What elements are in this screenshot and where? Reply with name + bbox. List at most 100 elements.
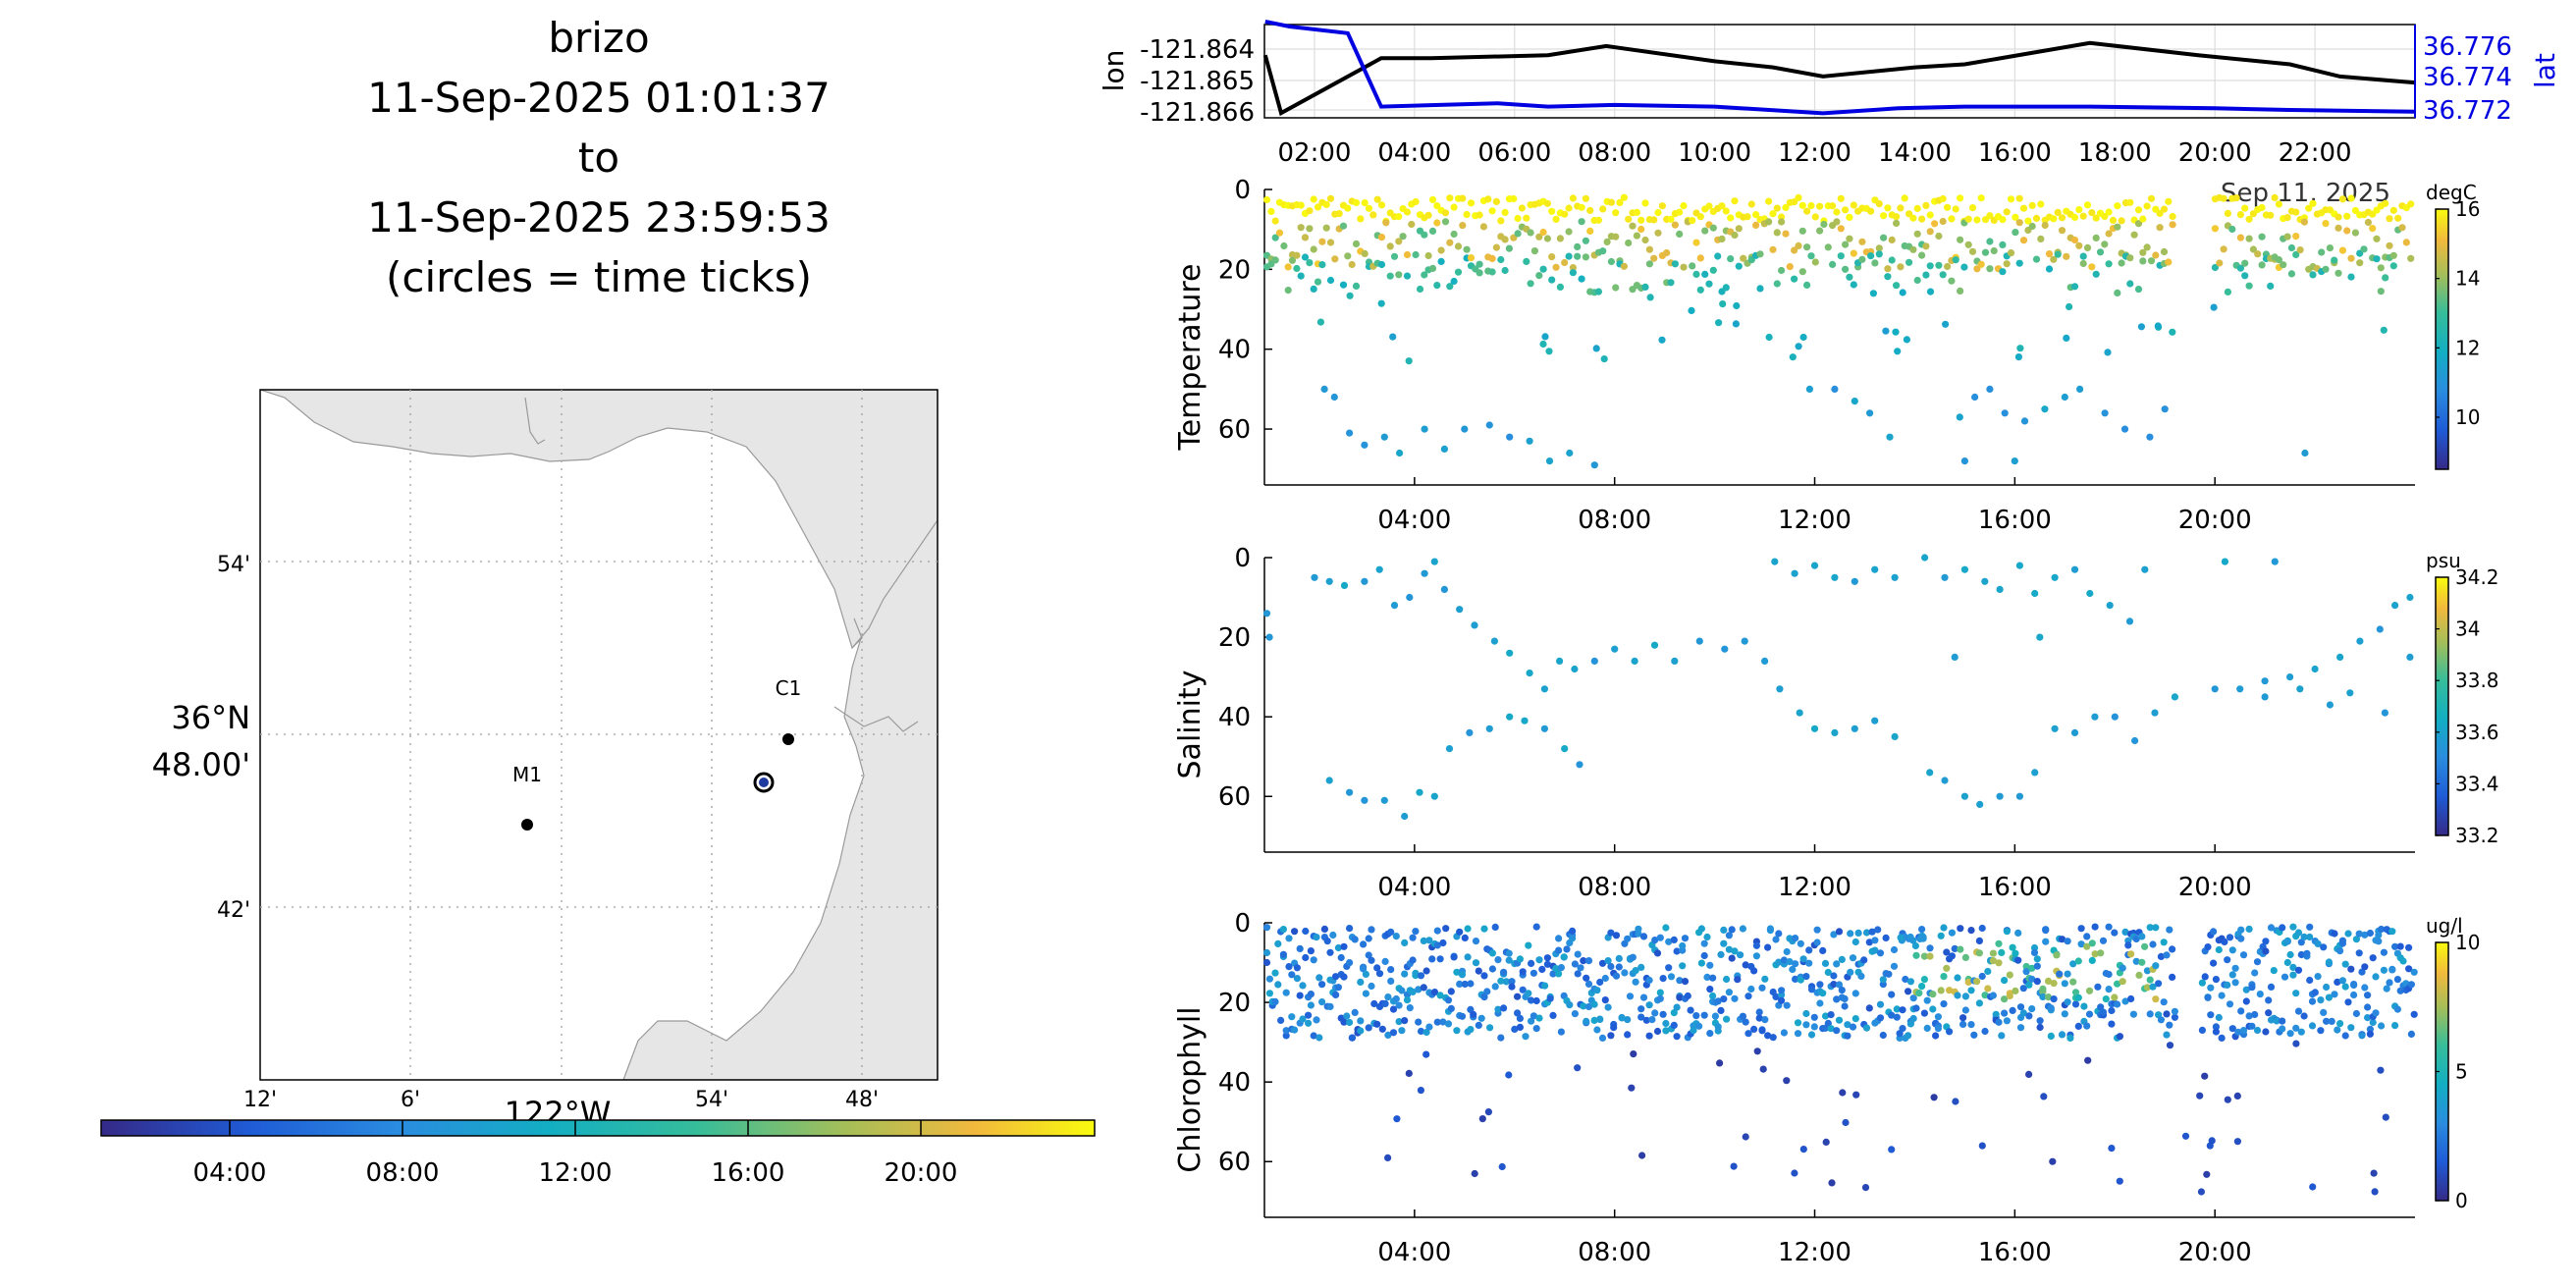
chlorophyll-data-point (2039, 985, 2047, 993)
chlorophyll-data-point (2289, 963, 2297, 972)
chlorophyll-data-point (1516, 1014, 1524, 1022)
temperature-data-point (1306, 259, 1314, 267)
chlorophyll-data-point (1395, 1018, 1403, 1026)
temperature-data-point (1773, 280, 1781, 288)
chlorophyll-data-point (1514, 993, 1522, 1000)
chlorophyll-data-point (1415, 1018, 1422, 1026)
chlorophyll-data-point (2143, 984, 2151, 992)
salinity-colorbar (2435, 576, 2449, 836)
temperature-data-point (1944, 262, 1952, 271)
chlorophyll-data-point (1673, 947, 1681, 955)
temperature-data-point (1897, 263, 1905, 271)
chlorophyll-data-point (1563, 945, 1571, 953)
chlorophyll-data-point (2364, 992, 2372, 999)
chlorophyll-data-point (1656, 994, 1664, 1002)
chlorophyll-data-point (2308, 1022, 2317, 1030)
chlorophyll-data-point (2311, 989, 2319, 996)
chlorophyll-data-point (1645, 1032, 1653, 1040)
chlorophyll-data-point (1571, 1010, 1579, 1018)
chlorophyll-data-point (1302, 953, 1310, 962)
chlorophyll-data-point (2242, 997, 2250, 1005)
temperature-data-point (1807, 201, 1815, 210)
temperature-y-tick-label: 60 (1218, 415, 1251, 445)
chlorophyll-data-point (2157, 952, 2165, 961)
chlorophyll-data-point (1395, 1001, 1403, 1009)
chlorophyll-data-point (2212, 1028, 2220, 1036)
chlorophyll-data-point (2306, 976, 2314, 985)
chlorophyll-data-point (2239, 951, 2248, 959)
figure-title: brizo 11-Sep-2025 01:01:37 to 11-Sep-202… (295, 8, 903, 307)
temperature-data-point (2347, 194, 2355, 202)
salinity-data-point (1771, 558, 1779, 565)
chlorophyll-data-point (2267, 983, 2276, 992)
chlorophyll-data-point (1753, 1047, 1761, 1055)
chlorophyll-data-point (2022, 962, 2030, 971)
temperature-data-point (2343, 212, 2351, 220)
chlorophyll-data-point (1464, 953, 1472, 961)
temperature-data-point (1501, 208, 1509, 216)
chlorophyll-data-point (1830, 931, 1838, 939)
chlorophyll-data-point (1436, 955, 1444, 963)
temperature-data-point (1377, 299, 1385, 307)
chlorophyll-data-point (1681, 935, 1690, 942)
salinity-data-point (1466, 728, 1474, 737)
temperature-data-point (1267, 207, 1275, 215)
chlorophyll-data-point (1734, 976, 1742, 984)
temperature-data-point (1408, 220, 1416, 229)
chlorophyll-data-point (2108, 1020, 2116, 1028)
title-start-time: 11-Sep-2025 01:01:37 (367, 74, 831, 122)
salinity-data-point (1951, 653, 1959, 662)
temperature-data-point (1485, 421, 1493, 429)
chlorophyll-data-point (1555, 970, 1563, 978)
salinity-data-point (1671, 657, 1679, 666)
temperature-data-point (2236, 234, 2244, 242)
chlorophyll-data-point (1905, 1032, 1912, 1040)
chlorophyll-data-point (2149, 983, 2157, 991)
chlorophyll-data-point (1709, 974, 1717, 982)
salinity-data-point (2376, 625, 2384, 633)
salinity-data-point (1761, 657, 1769, 666)
chlorophyll-data-point (1885, 970, 1893, 978)
temperature-data-point (1539, 228, 1547, 237)
salinity-data-point (2171, 693, 2178, 701)
chlorophyll-data-point (1755, 1014, 1763, 1022)
temperature-data-point (2114, 289, 2121, 296)
temperature-data-point (1913, 230, 1921, 238)
temperature-data-point (1714, 252, 1722, 260)
temperature-data-point (1318, 238, 1326, 245)
map-lat-main-line1: 36°N (171, 699, 250, 736)
temperature-data-point (1501, 266, 1509, 275)
title-note: (circles = time ticks) (386, 253, 812, 301)
chlorophyll-data-point (1862, 1024, 1871, 1032)
temperature-data-point (1320, 385, 1328, 393)
temperature-data-point (1939, 217, 1947, 226)
chlorophyll-data-point (1989, 957, 1997, 965)
nav-time-tick: 10:00 (1678, 138, 1751, 168)
temperature-data-point (1990, 246, 1998, 255)
chlorophyll-data-point (2297, 1028, 2305, 1036)
salinity-data-point (1776, 685, 1784, 693)
chlorophyll-data-point (1601, 974, 1609, 983)
chlorophyll-data-point (2108, 1006, 2116, 1015)
temperature-data-point (1280, 242, 1288, 250)
temperature-data-point (1888, 256, 1896, 264)
chlorophyll-data-point (1799, 955, 1807, 963)
chlorophyll-data-point (1271, 969, 1279, 977)
temperature-data-point (1352, 282, 1361, 290)
chlorophyll-data-point (2044, 977, 2053, 986)
chlorophyll-data-point (1365, 951, 1372, 959)
temperature-data-point (1535, 272, 1543, 280)
chlorophyll-data-point (1645, 976, 1653, 985)
temperature-data-point (2045, 265, 2054, 273)
chlorophyll-data-point (2294, 966, 2303, 974)
chlorophyll-data-point (2083, 1022, 2091, 1030)
chlorophyll-data-point (1420, 937, 1427, 945)
temperature-data-point (2007, 195, 2015, 203)
temperature-data-point (1952, 256, 1959, 264)
temperature-data-point (2134, 286, 2143, 294)
temperature-data-point (1459, 222, 1467, 230)
temperature-data-point (1964, 241, 1972, 248)
chlorophyll-data-point (1329, 931, 1337, 939)
chlorophyll-data-point (1384, 993, 1392, 1001)
chlorophyll-data-point (2003, 1017, 2011, 1025)
